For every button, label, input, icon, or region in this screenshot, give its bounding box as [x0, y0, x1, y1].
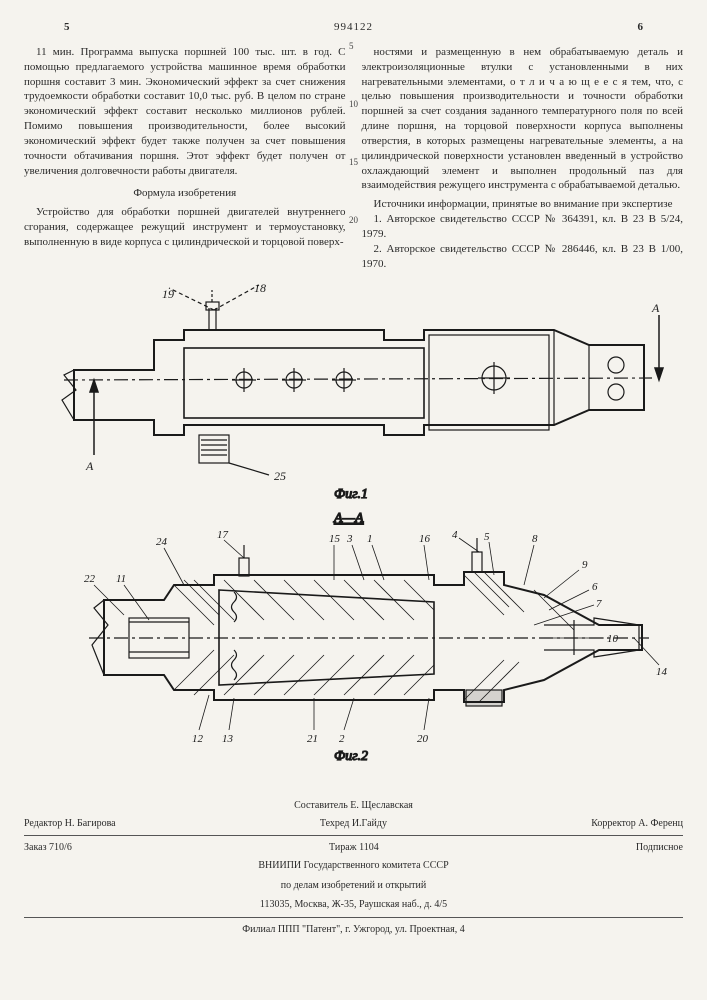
paragraph: Устройство для обработки поршней двигате…: [24, 205, 346, 250]
subscript: Подписное: [636, 841, 683, 855]
tirazh: Тираж 1104: [72, 841, 636, 855]
order-number: Заказ 710/6: [24, 841, 72, 855]
paragraph: 11 мин. Программа выпуска поршней 100 ты…: [24, 45, 346, 179]
callout: 11: [116, 573, 126, 585]
line-marker: 20: [349, 214, 358, 226]
formula-title: Формула изобретения: [24, 186, 346, 201]
compiler: Составитель Е. Щеславская: [24, 799, 683, 813]
callout: 12: [192, 733, 204, 745]
callout: 10: [607, 633, 619, 645]
callout: 19: [162, 287, 174, 301]
figure-2: [89, 538, 659, 730]
callout: 21: [307, 733, 318, 745]
techred: Техред И.Гайду: [116, 817, 592, 831]
document-number: 994122: [334, 21, 373, 33]
callout: 7: [596, 598, 602, 610]
line-marker: 10: [349, 98, 358, 110]
callout: 9: [582, 559, 588, 571]
figures-block: 18 19 25 A A Фиг.1 A—A: [24, 280, 683, 790]
address: 113035, Москва, Ж-35, Раушская наб., д. …: [24, 895, 683, 915]
callout: 16: [419, 533, 431, 545]
left-column: 11 мин. Программа выпуска поршней 100 ты…: [24, 45, 346, 272]
corrector: Корректор А. Ференц: [591, 817, 683, 831]
line-marker: 5: [349, 40, 358, 52]
right-column: ностями и размещенную в нем обрабатываем…: [362, 45, 684, 272]
source-item: 2. Авторское свидетельство СССР № 286446…: [362, 242, 684, 272]
fig2-label: Фиг.2: [334, 749, 368, 764]
callout: 6: [592, 581, 598, 593]
callout: 20: [417, 733, 429, 745]
callout: 3: [346, 533, 353, 545]
callout: 17: [217, 529, 229, 541]
paragraph: ностями и размещенную в нем обрабатываем…: [362, 45, 684, 193]
org-line2: по делам изобретений и открытий: [24, 876, 683, 896]
editor: Редактор Н. Багирова: [24, 817, 116, 831]
org-line1: ВНИИПИ Государственного комитета СССР: [24, 856, 683, 876]
callout: 25: [274, 469, 286, 483]
section-letter: A: [651, 301, 660, 315]
branch: Филиал ППП "Патент", г. Ужгород, ул. Про…: [24, 920, 683, 940]
page-header: 5 994122 6: [24, 20, 683, 35]
source-item: 1. Авторское свидетельство СССР № 364391…: [362, 212, 684, 242]
figure-1: [62, 285, 663, 463]
callout: 14: [656, 666, 668, 678]
callout: 15: [329, 533, 341, 545]
callout: 13: [222, 733, 234, 745]
fig1-label: Фиг.1: [334, 487, 368, 502]
footer: Составитель Е. Щеславская Редактор Н. Ба…: [24, 796, 683, 940]
callout: 4: [452, 529, 458, 541]
callout: 2: [339, 733, 345, 745]
line-marker: 15: [349, 156, 358, 168]
line-number-markers: 5 10 15 20: [349, 40, 358, 273]
right-col-number: 6: [638, 20, 644, 35]
section-letter: A: [85, 459, 94, 473]
callout: 5: [484, 531, 490, 543]
callout: 22: [84, 573, 96, 585]
callout: 8: [532, 533, 538, 545]
left-col-number: 5: [64, 20, 70, 35]
callout: 24: [156, 536, 168, 548]
technical-drawing: 18 19 25 A A Фиг.1 A—A: [34, 280, 674, 790]
callout: 18: [254, 281, 266, 295]
callout: 1: [367, 533, 373, 545]
sources-title: Источники информации, принятые во вниман…: [362, 197, 684, 212]
section-aa: A—A: [333, 511, 364, 526]
